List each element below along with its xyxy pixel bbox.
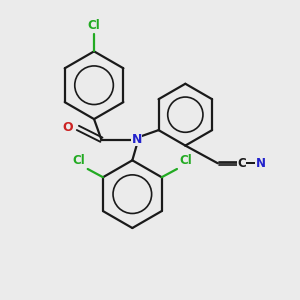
Text: Cl: Cl <box>73 154 85 167</box>
Text: C: C <box>237 157 246 170</box>
Text: O: O <box>62 122 73 134</box>
Text: N: N <box>255 157 266 170</box>
Text: N: N <box>132 133 142 146</box>
Text: Cl: Cl <box>179 154 192 167</box>
Text: Cl: Cl <box>88 19 100 32</box>
